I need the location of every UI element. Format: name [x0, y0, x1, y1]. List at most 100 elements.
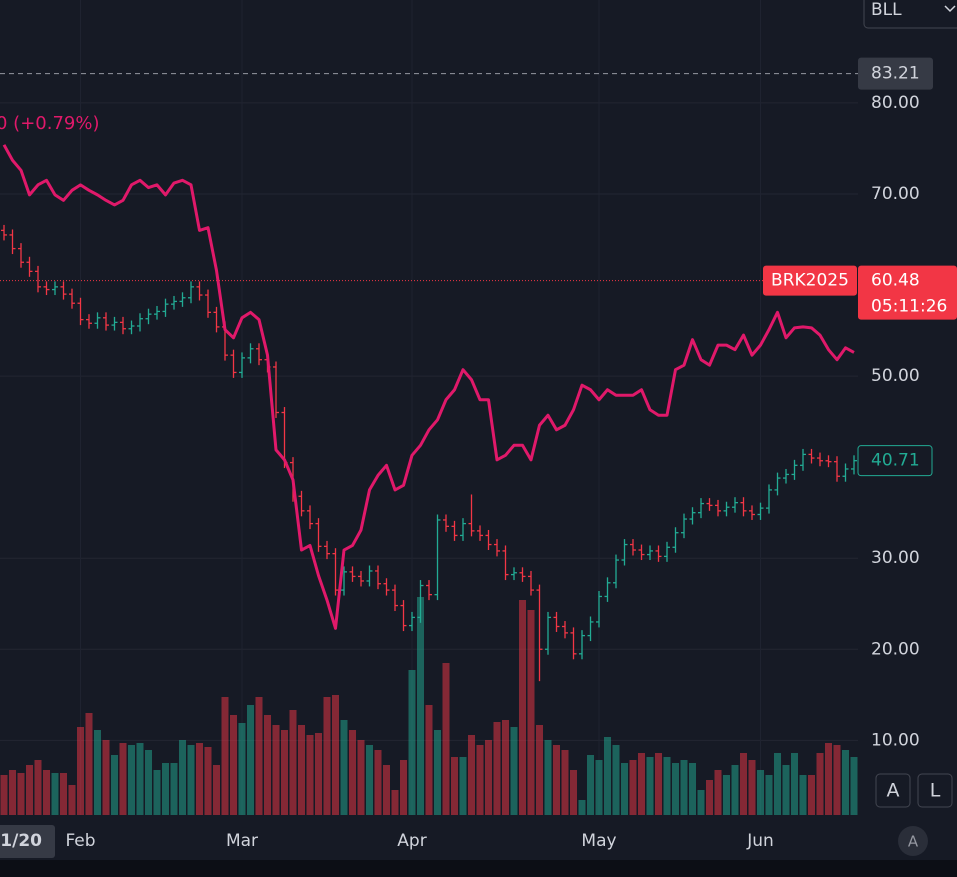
x-tick-label: Feb [65, 831, 95, 851]
volume-bar [459, 757, 467, 815]
x-tick-label: Apr [397, 831, 426, 851]
scale-button-label[interactable]: L [930, 780, 941, 802]
volume-bar [238, 723, 246, 815]
volume-bar [519, 600, 526, 815]
volume-bar [731, 765, 739, 815]
chevron[interactable] [944, 5, 956, 13]
y-tick-label: 20.00 [871, 639, 920, 659]
volume-bar [485, 740, 492, 815]
volume-bar [298, 725, 305, 815]
volume-bar [145, 750, 152, 815]
bottom-strip [0, 860, 957, 877]
volume-bar [272, 725, 280, 815]
volume-bar [833, 745, 841, 815]
volume-bar [255, 697, 263, 815]
volume-bar [791, 753, 798, 815]
y-tick-label: 70.00 [871, 184, 920, 204]
volume-bar [697, 790, 705, 815]
symbol[interactable]: BLL [871, 0, 902, 20]
high-price-badge [858, 57, 933, 90]
volume-bar [289, 710, 297, 815]
volume-bar [357, 740, 365, 815]
volume-bar [476, 745, 484, 815]
volume-bar [468, 735, 475, 815]
volume-bar [281, 730, 288, 815]
volume-bar [187, 745, 195, 815]
volume-bar [655, 753, 662, 815]
overlay: 0 (+0.79%) [0, 73, 858, 630]
x-tick-label: Mar [226, 831, 258, 851]
volume-bar [689, 763, 696, 815]
volume-bar [527, 610, 535, 815]
volume-bar [77, 727, 84, 815]
symbol-box[interactable] [863, 0, 957, 29]
volume-bar [536, 725, 543, 815]
scale-button-label[interactable]: A [887, 780, 900, 802]
volume-bar [162, 763, 169, 815]
last-name-badge [763, 265, 857, 296]
volume-bar [417, 597, 424, 815]
volume-bar [629, 760, 637, 815]
volume-bar [612, 745, 620, 815]
volume-bar [332, 695, 339, 815]
volume-layer [0, 597, 858, 815]
volume-bar [850, 757, 858, 815]
volume-bar [349, 730, 356, 815]
volume-bar [680, 760, 688, 815]
volume-bar [230, 715, 237, 815]
volume-bar [714, 770, 722, 815]
volume-bar [374, 750, 382, 815]
volume-bar [748, 760, 756, 815]
volume-bar [68, 785, 76, 815]
volume-bar [544, 740, 552, 815]
volume-bar [60, 773, 67, 815]
y-tick-label: 10.00 [871, 730, 920, 750]
volume-bar [196, 743, 203, 815]
scale-button[interactable] [917, 773, 953, 808]
volume-bar [179, 740, 186, 815]
volume-bar [128, 745, 135, 815]
volume-bar [366, 745, 373, 815]
volume-bar [408, 670, 416, 815]
y-tick-label: 30.00 [871, 548, 920, 568]
volume-bar [9, 770, 16, 815]
volume-bar [604, 737, 611, 815]
compare-last-badge [857, 445, 933, 477]
volume-bar [493, 722, 501, 815]
volume-bar [757, 770, 764, 815]
scale-button[interactable] [875, 773, 911, 808]
volume-bar [213, 765, 220, 815]
compare-line [2, 144, 855, 630]
volume-bar [247, 705, 254, 815]
crosshair-date-badge [0, 825, 55, 858]
volume-bar [221, 697, 229, 815]
volume-bar [510, 727, 518, 815]
volume-bar [782, 765, 790, 815]
volume-bar [204, 747, 212, 815]
compare-legend: 0 (+0.79%) [0, 113, 99, 134]
volume-bar [816, 753, 824, 815]
volume-bar [323, 697, 331, 815]
volume-bar [391, 790, 399, 815]
last-price: 60.48 [871, 271, 920, 291]
y-tick-label: 80.00 [871, 93, 920, 113]
volume-bar [111, 755, 118, 815]
volume-bar [264, 715, 271, 815]
volume-bar [340, 720, 348, 815]
volume-bar [442, 663, 450, 815]
volume-bar [663, 757, 671, 815]
volume-bar [587, 755, 594, 815]
volume-bar [26, 765, 33, 815]
volume-bar [595, 760, 603, 815]
volume-bar [94, 730, 101, 815]
volume-bar [646, 757, 654, 815]
volume-bar [706, 780, 713, 815]
volume-bar [51, 773, 59, 815]
volume-bar [638, 753, 645, 815]
volume-bar [672, 763, 679, 815]
volume-bar [799, 775, 807, 815]
scale-circle-label[interactable]: A [908, 833, 919, 851]
scale-circle[interactable] [898, 826, 928, 856]
volume-bar [502, 720, 509, 815]
